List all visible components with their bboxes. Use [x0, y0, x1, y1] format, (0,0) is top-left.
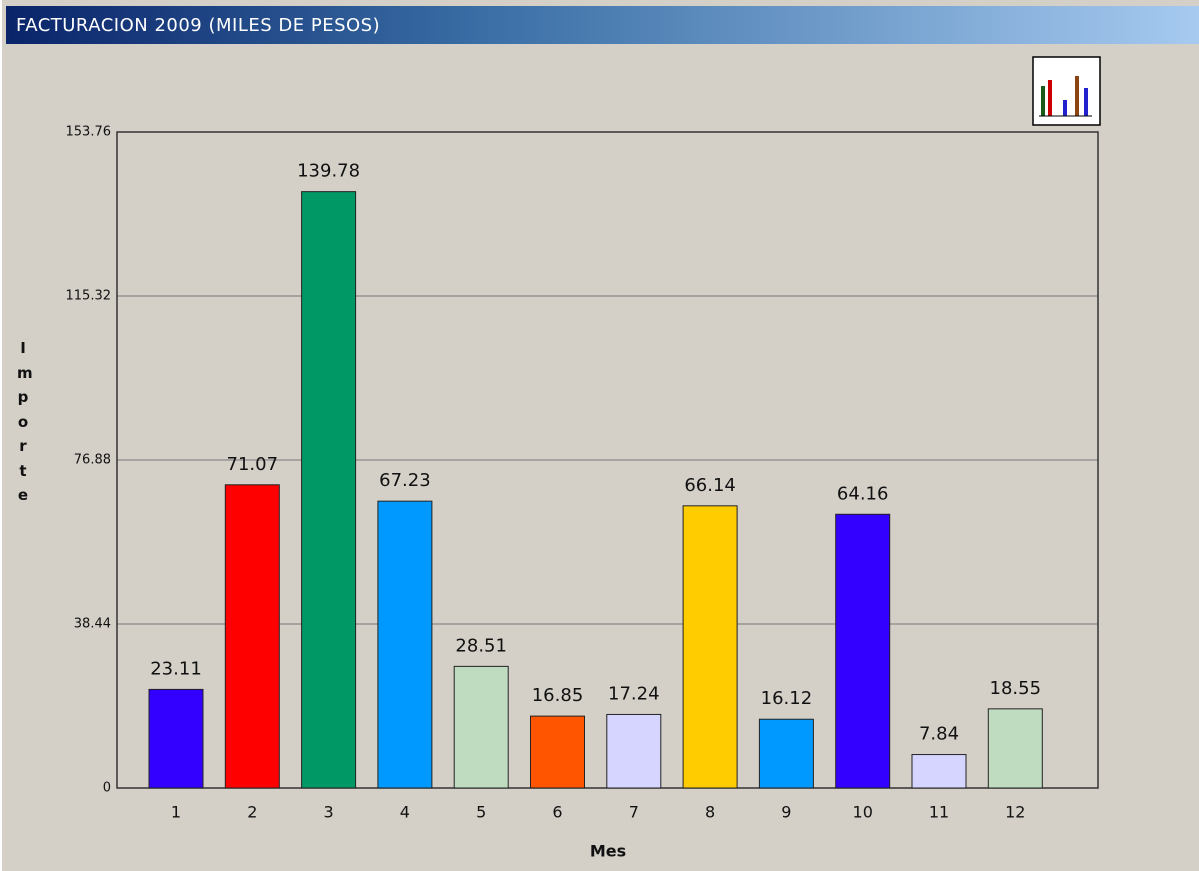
value-label: 64.16 — [837, 483, 889, 504]
bar — [682, 505, 738, 789]
value-label: 16.12 — [761, 688, 813, 709]
x-tick-label: 2 — [247, 803, 257, 822]
x-tick-label: 3 — [324, 803, 334, 822]
x-tick-label: 1 — [171, 803, 181, 822]
bar — [987, 708, 1043, 789]
chart-icon — [1032, 56, 1101, 126]
bar — [224, 484, 280, 789]
value-label: 17.24 — [608, 683, 660, 704]
y-tick-label: 153.76 — [66, 125, 112, 140]
window-title: FACTURACION 2009 (MILES DE PESOS) — [16, 15, 381, 36]
x-tick-label: 5 — [476, 803, 486, 822]
x-tick-label: 7 — [629, 803, 639, 822]
x-tick-label: 10 — [853, 803, 873, 822]
x-tick-label: 6 — [552, 803, 562, 822]
y-axis-label: Importe — [17, 339, 33, 504]
value-label: 23.11 — [150, 658, 202, 679]
bar — [835, 513, 891, 789]
value-label: 28.51 — [455, 635, 507, 656]
bar — [758, 718, 814, 789]
y-tick-label: 38.44 — [74, 617, 111, 632]
x-axis-label: Mes — [590, 842, 626, 861]
x-tick-label: 8 — [705, 803, 715, 822]
value-label: 67.23 — [379, 470, 431, 491]
y-tick-label: 0 — [103, 781, 111, 796]
value-label: 66.14 — [684, 475, 736, 496]
bar — [911, 754, 967, 789]
bar — [606, 713, 662, 789]
bar — [377, 500, 433, 789]
title-bar: FACTURACION 2009 (MILES DE PESOS) — [6, 6, 1199, 44]
value-label: 18.55 — [990, 678, 1042, 699]
value-label: 7.84 — [919, 724, 959, 745]
bar — [453, 665, 509, 789]
bar — [301, 191, 357, 789]
x-tick-label: 11 — [929, 803, 949, 822]
x-tick-label: 12 — [1005, 803, 1025, 822]
y-tick-label: 76.88 — [74, 453, 111, 468]
bar — [530, 715, 585, 789]
value-label: 16.85 — [532, 685, 584, 706]
y-tick-label: 115.32 — [66, 289, 112, 304]
value-label: 71.07 — [227, 454, 279, 475]
bar — [148, 688, 204, 789]
x-tick-label: 4 — [400, 803, 410, 822]
value-label: 139.78 — [297, 161, 360, 182]
x-tick-label: 9 — [781, 803, 791, 822]
